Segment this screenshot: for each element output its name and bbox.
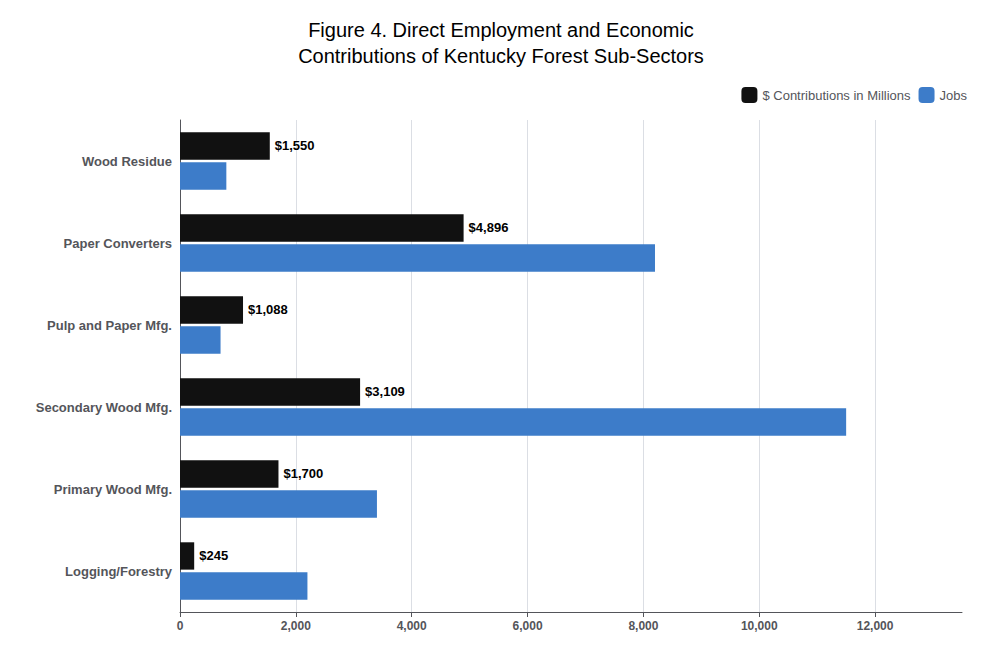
svg-text:8,000: 8,000 (628, 619, 658, 633)
svg-text:Pulp and Paper Mfg.: Pulp and Paper Mfg. (47, 318, 172, 333)
svg-text:Primary Wood Mfg.: Primary Wood Mfg. (54, 482, 172, 497)
svg-text:Figure 4. Direct Employment an: Figure 4. Direct Employment and Economic (308, 19, 694, 41)
svg-text:4,000: 4,000 (397, 619, 427, 633)
svg-text:Jobs: Jobs (940, 88, 968, 103)
svg-text:10,000: 10,000 (741, 619, 778, 633)
svg-text:Paper Converters: Paper Converters (64, 236, 172, 251)
svg-text:$ Contributions in Millions: $ Contributions in Millions (762, 88, 911, 103)
svg-text:$245: $245 (199, 548, 228, 563)
svg-text:$4,896: $4,896 (469, 220, 509, 235)
svg-text:Logging/Forestry: Logging/Forestry (65, 564, 173, 579)
svg-text:$3,109: $3,109 (365, 384, 405, 399)
svg-text:2,000: 2,000 (281, 619, 311, 633)
svg-text:Wood Residue: Wood Residue (82, 154, 172, 169)
svg-text:Secondary Wood Mfg.: Secondary Wood Mfg. (36, 400, 172, 415)
svg-text:6,000: 6,000 (513, 619, 543, 633)
svg-text:$1,550: $1,550 (275, 138, 315, 153)
svg-text:$1,700: $1,700 (283, 466, 323, 481)
svg-text:12,000: 12,000 (857, 619, 894, 633)
svg-text:0: 0 (177, 619, 184, 633)
svg-text:Contributions of Kentucky Fore: Contributions of Kentucky Forest Sub-Sec… (298, 45, 704, 67)
svg-text:$1,088: $1,088 (248, 302, 288, 317)
